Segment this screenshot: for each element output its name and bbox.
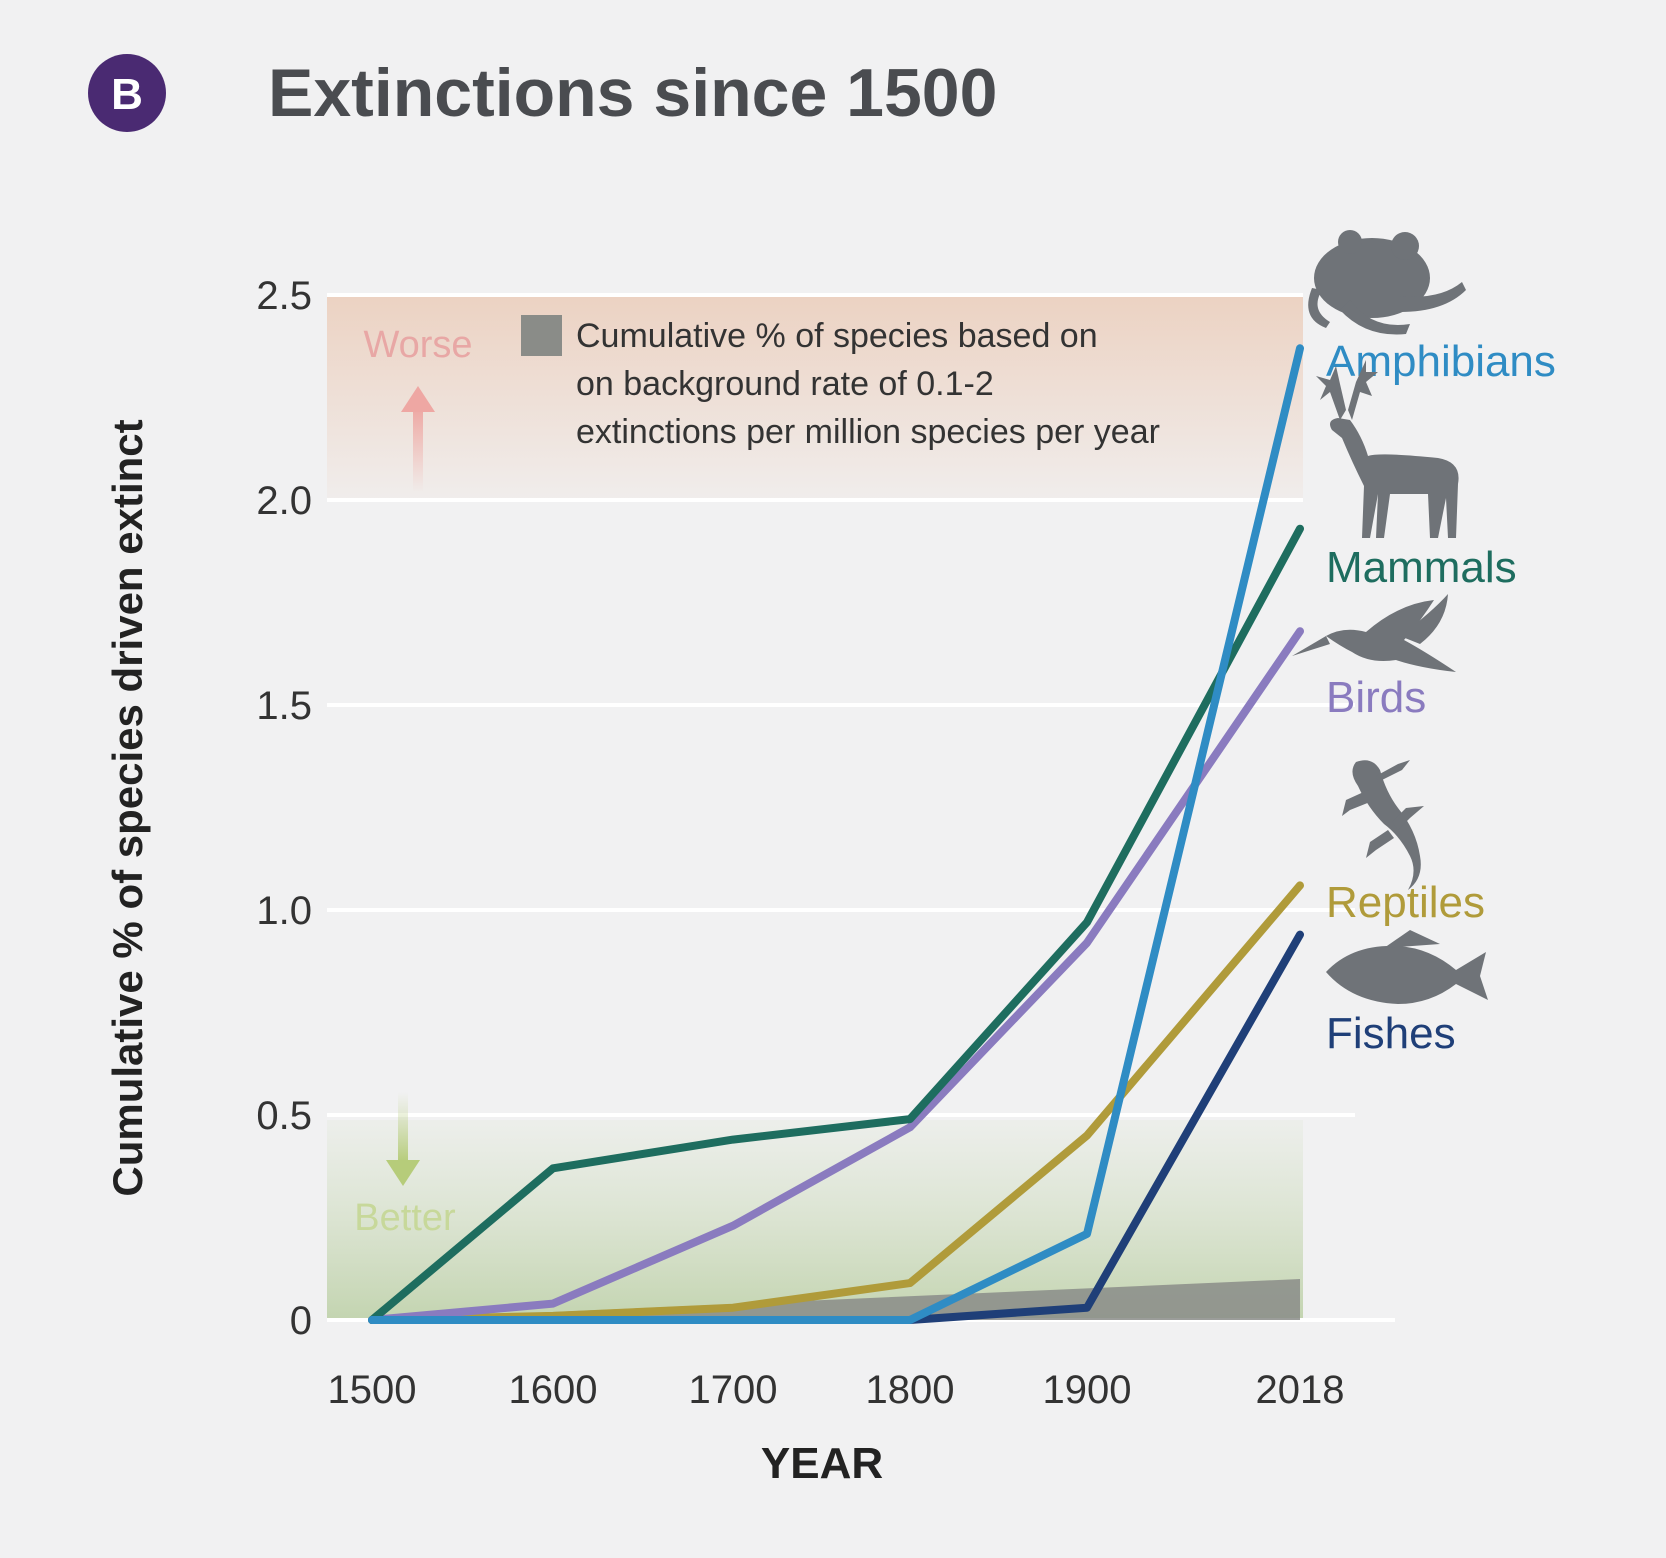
y-tick-label: 0 <box>290 1299 312 1343</box>
y-tick-label: 2.5 <box>256 274 312 318</box>
legend-text-line1: Cumulative % of species based on <box>576 317 1098 355</box>
y-tick-label: 2.0 <box>256 479 312 523</box>
x-tick-labels: 1500 1600 1700 1800 1900 2018 <box>328 1368 1345 1412</box>
y-axis-title: Cumulative % of species driven extinct <box>104 419 151 1196</box>
deer-icon <box>1316 360 1459 538</box>
better-label: Better <box>354 1197 456 1239</box>
lizard-icon <box>1342 760 1424 890</box>
x-tick-label: 1700 <box>689 1368 778 1412</box>
section-badge-letter: B <box>111 70 143 119</box>
x-tick-label: 2018 <box>1256 1368 1345 1412</box>
series-label-mammals: Mammals <box>1326 543 1517 592</box>
section-badge <box>88 54 166 132</box>
y-tick-label: 0.5 <box>256 1094 312 1138</box>
series-line-birds <box>368 627 1304 1324</box>
series-label-fishes: Fishes <box>1326 1009 1456 1058</box>
y-tick-label: 1.0 <box>256 889 312 933</box>
series-label-reptiles: Reptiles <box>1326 878 1485 927</box>
series-label-birds: Birds <box>1326 673 1426 722</box>
legend-text-line2: on background rate of 0.1-2 <box>576 365 994 403</box>
y-tick-label: 1.5 <box>256 684 312 728</box>
series-line-mammals <box>368 524 1304 1324</box>
fish-icon <box>1326 930 1488 1004</box>
frog-icon <box>1308 230 1466 335</box>
worse-arrow-icon <box>401 386 435 492</box>
x-tick-label: 1900 <box>1043 1368 1132 1412</box>
legend-text-line3: extinctions per million species per year <box>576 413 1160 451</box>
x-tick-label: 1800 <box>866 1368 955 1412</box>
x-axis-title: YEAR <box>761 1439 883 1488</box>
series-line-amphibians <box>368 344 1304 1324</box>
hummingbird-icon <box>1292 594 1456 672</box>
y-tick-labels: 0 0.5 1.0 1.5 2.0 2.5 <box>256 274 312 1343</box>
legend-swatch <box>521 315 562 356</box>
chart-title: Extinctions since 1500 <box>268 55 997 131</box>
worse-band <box>327 295 1303 502</box>
better-arrow-icon <box>386 1092 420 1186</box>
series-lines <box>368 344 1304 1324</box>
worse-label: Worse <box>363 324 472 366</box>
x-tick-label: 1600 <box>509 1368 598 1412</box>
x-tick-label: 1500 <box>328 1368 417 1412</box>
